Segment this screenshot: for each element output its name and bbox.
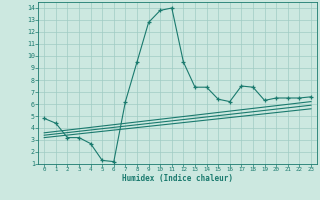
X-axis label: Humidex (Indice chaleur): Humidex (Indice chaleur) (122, 174, 233, 183)
